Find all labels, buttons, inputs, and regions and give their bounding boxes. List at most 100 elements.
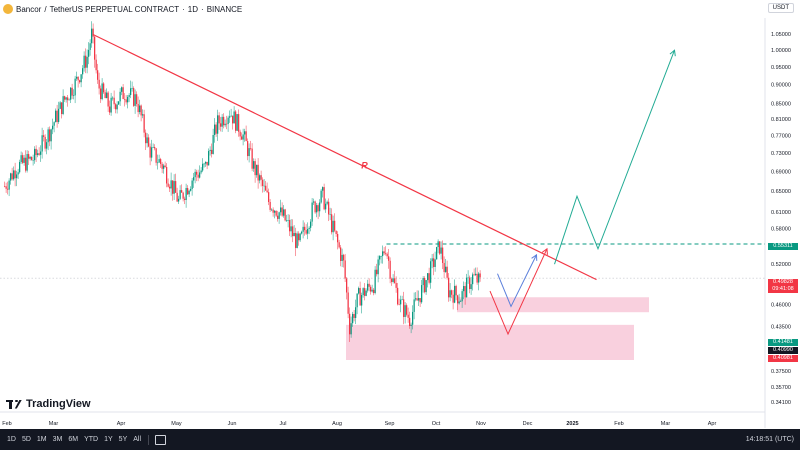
candle-body (70, 87, 72, 100)
candle-body (88, 49, 90, 57)
y-tick-label: 0.52000 (771, 262, 791, 268)
candle-body (214, 124, 216, 136)
candle-body (200, 170, 202, 173)
candle-body (49, 129, 51, 142)
candle-body (185, 188, 187, 200)
candle-body (463, 286, 465, 292)
candle-body (329, 214, 331, 215)
candle-body (311, 202, 313, 222)
timeframe-3m[interactable]: 3M (52, 436, 63, 443)
candle-body (419, 298, 421, 303)
candle-body (433, 258, 435, 267)
candle-body (388, 256, 390, 261)
candle-body (161, 163, 163, 169)
candle-body (109, 106, 111, 113)
symbol-name[interactable]: Bancor (16, 4, 42, 14)
candle-body (119, 91, 121, 102)
candle-body (409, 317, 411, 326)
candle-body (124, 98, 126, 100)
candle-body (406, 305, 408, 315)
candle-body (14, 170, 16, 179)
candle-body (319, 202, 321, 212)
y-tick-label: 0.81000 (771, 117, 791, 123)
candle-body (112, 97, 114, 99)
price-tag-breakout: 0.55311 (768, 243, 798, 250)
x-tick-label: Mar (49, 421, 59, 427)
candle-body (455, 285, 457, 296)
x-tick-label: Feb (614, 421, 623, 427)
candle-body (50, 129, 52, 142)
currency-button[interactable]: USDT (767, 3, 794, 13)
candle-body (248, 148, 250, 157)
timeframe-1m[interactable]: 1M (36, 436, 47, 443)
timeframe-all[interactable]: All (133, 436, 142, 443)
candle-body (289, 220, 291, 232)
candle-body (187, 188, 189, 195)
x-tick-label: Oct (432, 421, 441, 427)
timeframe-ytd[interactable]: YTD (84, 436, 99, 443)
timeframe-1d[interactable]: 1D (7, 436, 16, 443)
scenario-path (497, 254, 537, 308)
resistance-label: R (361, 161, 368, 171)
candle-body (233, 111, 235, 124)
candle-body (449, 290, 451, 298)
scenario-arrowhead (531, 253, 538, 261)
candle-body (239, 131, 241, 137)
candle-body (281, 207, 283, 216)
candle-body (92, 28, 94, 37)
candle-body (199, 172, 201, 178)
candle-body (316, 205, 318, 213)
calendar-icon[interactable] (155, 434, 167, 445)
interval-label[interactable]: 1D (187, 4, 199, 14)
candle-body (371, 289, 373, 292)
candle-body (215, 124, 217, 134)
candle-body (175, 181, 177, 193)
candle-body (268, 192, 270, 202)
candle-body (358, 288, 360, 294)
candle-body (460, 301, 462, 302)
candle-body (142, 114, 144, 116)
candle-body (476, 273, 478, 283)
timeframe-1y[interactable]: 1Y (104, 436, 113, 443)
candle-body (350, 323, 352, 335)
y-tick-label: 0.90000 (771, 83, 791, 89)
candle-body (181, 190, 183, 193)
candle-body (340, 247, 342, 261)
candle-body (257, 164, 259, 181)
candle-body (415, 298, 417, 300)
timeframe-5y[interactable]: 5Y (118, 436, 128, 443)
candle-body (26, 154, 28, 171)
candle-body (25, 157, 27, 171)
candle-body (145, 132, 147, 144)
candle-body (349, 313, 351, 335)
y-tick-label: 0.35700 (771, 385, 791, 391)
candle-body (80, 74, 82, 83)
candle-body (446, 266, 448, 278)
utc-clock[interactable]: 14:18:51 (UTC) (745, 436, 794, 443)
timeframe-5d[interactable]: 5D (21, 436, 31, 443)
candle-body (469, 277, 471, 290)
price-tag-a: 0.41481 (768, 339, 798, 346)
candle-body (166, 167, 168, 184)
candle-body (68, 99, 70, 101)
candle-body (193, 177, 195, 181)
candle-body (115, 104, 117, 110)
candle-body (176, 192, 178, 202)
candle-body (394, 278, 396, 284)
candle-body (242, 134, 244, 140)
candle-body (127, 96, 129, 103)
candle-body (94, 36, 96, 60)
candle-body (479, 273, 481, 278)
price-tag-b: 0.40990 (768, 347, 798, 354)
candle-body (475, 273, 477, 275)
candle-body (134, 94, 136, 106)
candle-body (275, 210, 277, 216)
candle-body (182, 192, 184, 199)
candle-body (443, 262, 445, 273)
candle-body (58, 108, 60, 122)
candle-body (410, 324, 412, 326)
candle-body (188, 190, 190, 195)
timeframe-6m[interactable]: 6M (68, 436, 79, 443)
candle-body (299, 233, 301, 241)
